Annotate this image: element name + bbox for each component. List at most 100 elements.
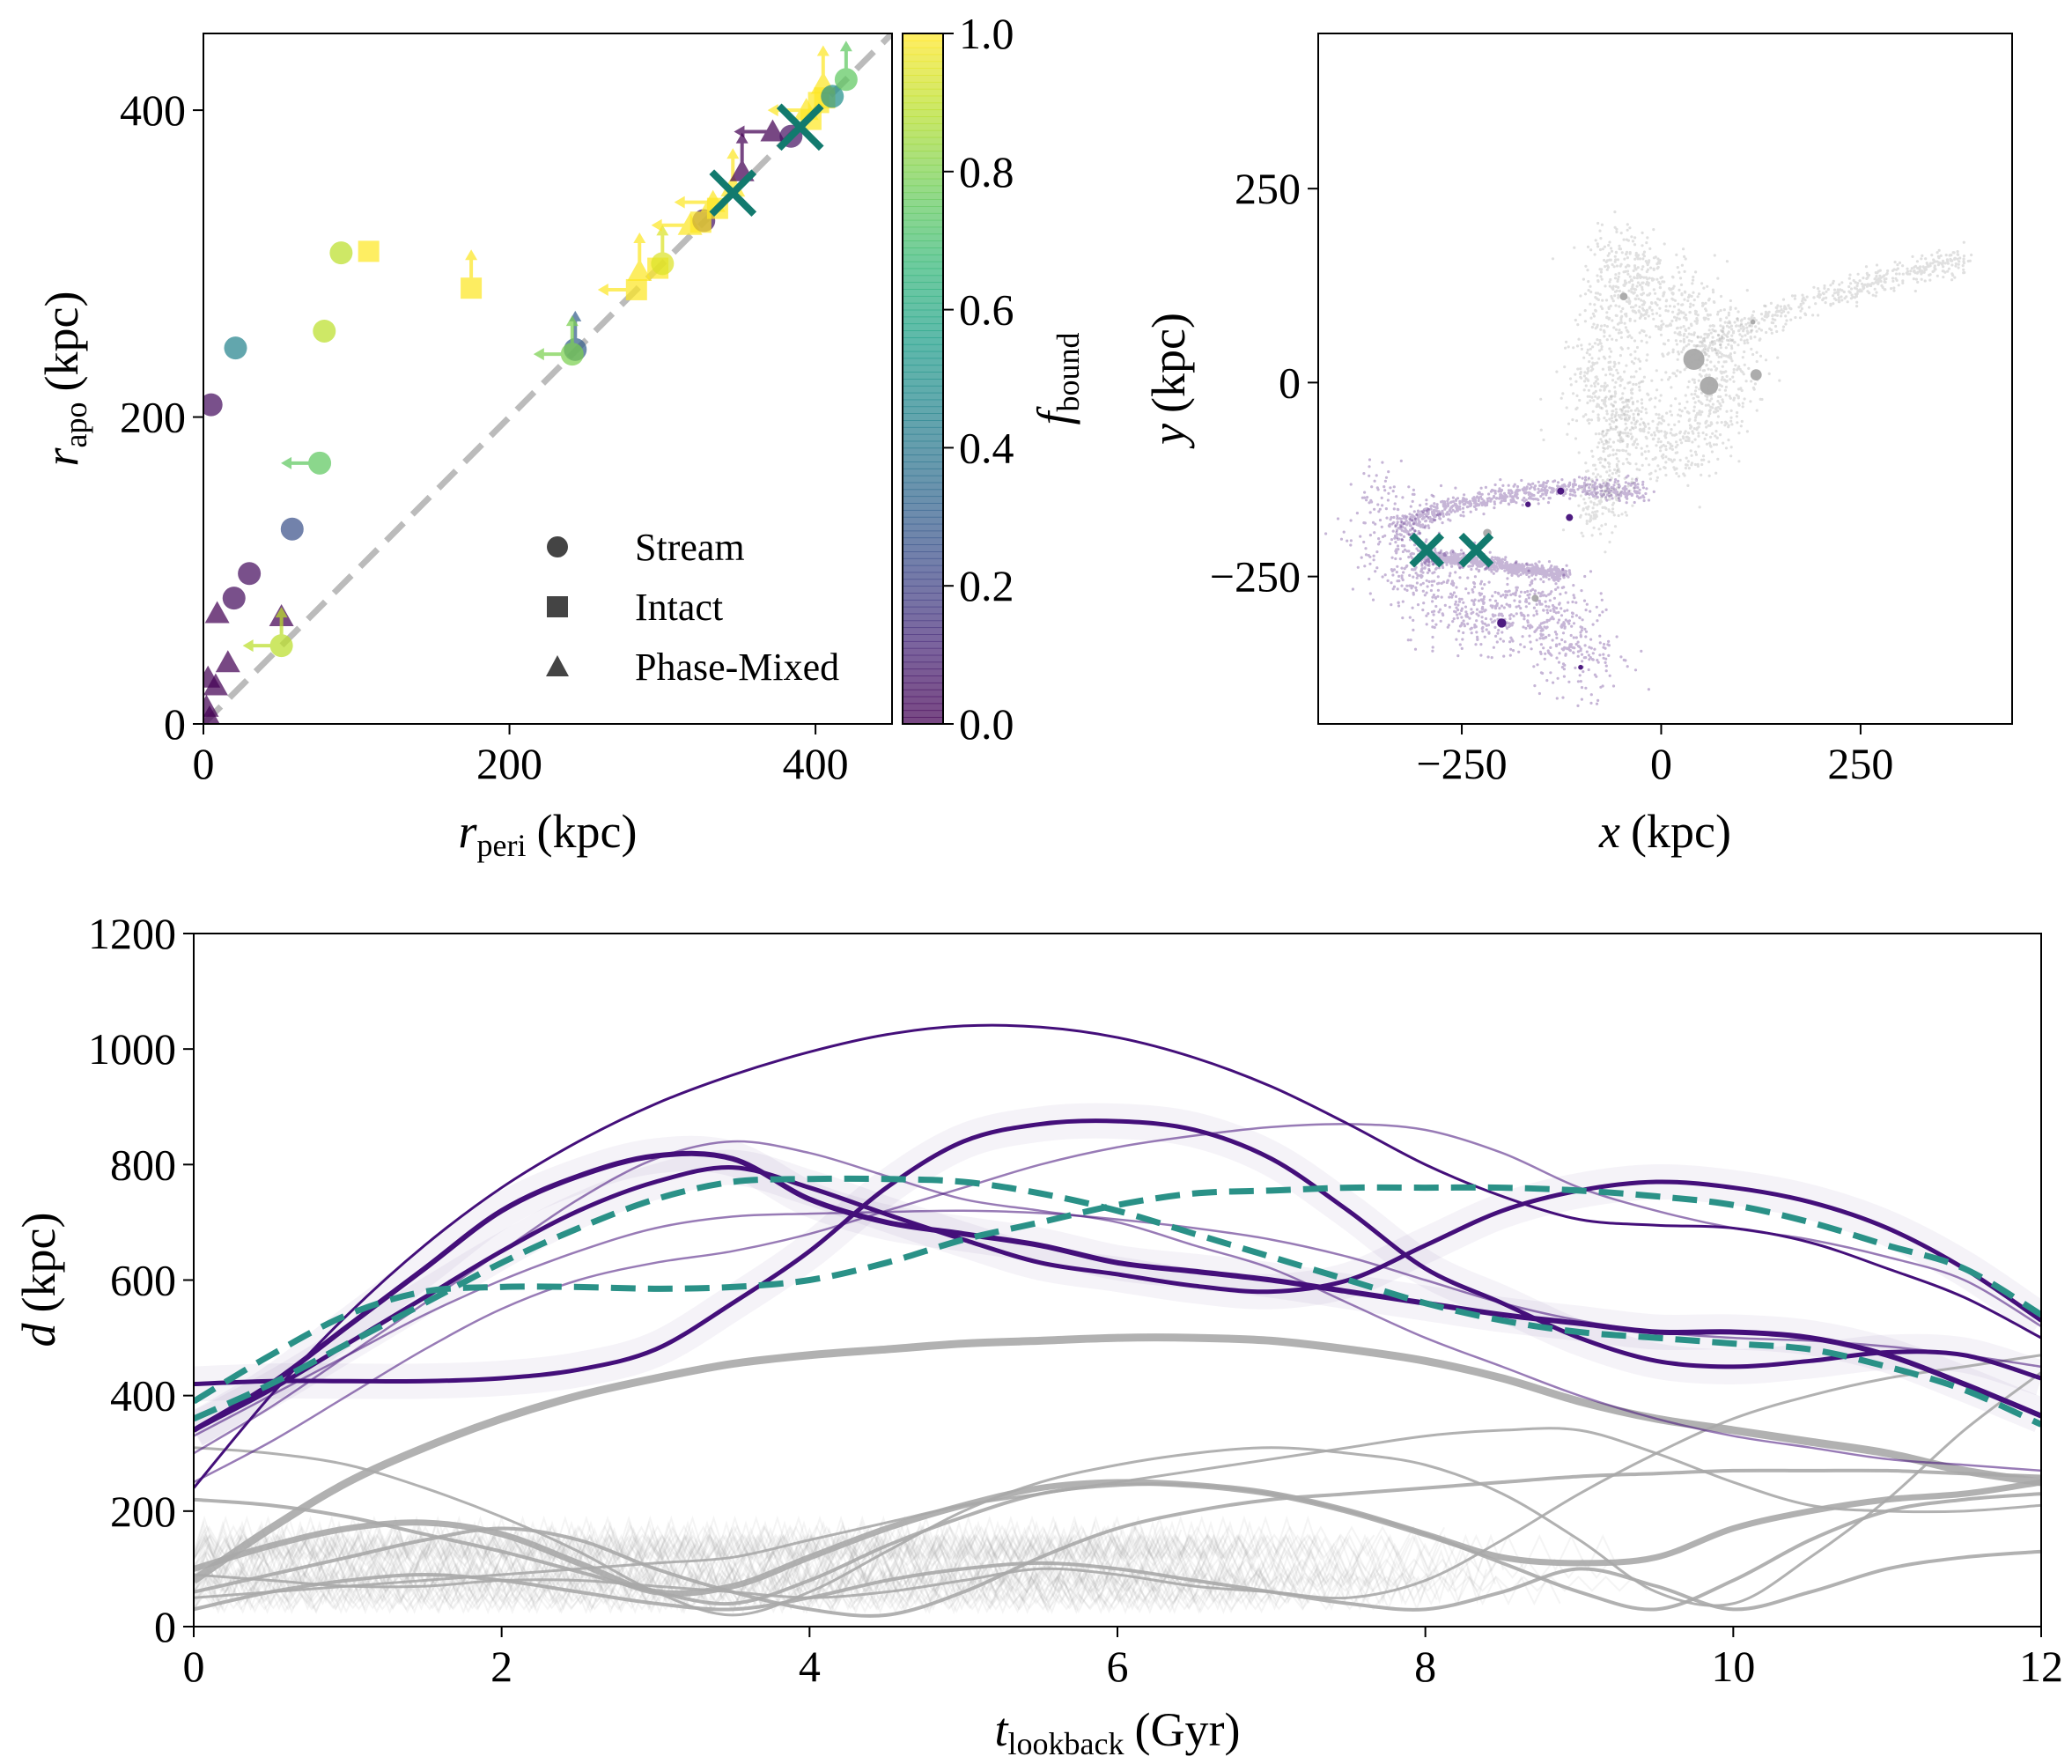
particle xyxy=(1473,498,1478,502)
particle xyxy=(1685,439,1689,442)
particle xyxy=(1628,334,1632,337)
particle xyxy=(1615,493,1619,497)
particle xyxy=(1399,517,1403,520)
particle xyxy=(1362,496,1367,499)
particle xyxy=(1682,472,1685,476)
particle xyxy=(1498,558,1501,562)
particle xyxy=(1584,609,1588,612)
particle xyxy=(1635,255,1639,259)
colorbar-segment xyxy=(903,151,943,159)
particle xyxy=(1603,329,1606,333)
particle xyxy=(1421,511,1426,514)
particle xyxy=(1501,594,1505,597)
particle xyxy=(1669,432,1672,435)
particle xyxy=(1559,571,1562,574)
particle xyxy=(1511,649,1515,653)
particle xyxy=(1707,424,1710,427)
particle xyxy=(1875,291,1878,294)
particle xyxy=(1497,592,1501,595)
particle xyxy=(1726,335,1729,338)
particle xyxy=(1602,328,1606,333)
particle xyxy=(1881,285,1884,289)
particle xyxy=(1455,638,1458,641)
bound-satellite xyxy=(1619,292,1628,301)
particle xyxy=(1442,557,1445,561)
particle xyxy=(1508,503,1511,506)
particle xyxy=(1637,297,1641,300)
particle xyxy=(1707,410,1712,413)
particle xyxy=(1703,332,1707,336)
particle xyxy=(1721,365,1724,368)
particle xyxy=(1375,486,1379,490)
colorbar-segment xyxy=(903,302,943,311)
particle xyxy=(1611,472,1614,476)
particle xyxy=(1649,397,1653,401)
particle xyxy=(1551,572,1554,576)
particle xyxy=(1534,629,1537,632)
particle xyxy=(1620,378,1624,381)
phase-mixed-marker xyxy=(627,259,653,282)
particle xyxy=(1633,423,1637,426)
particle xyxy=(1496,567,1500,571)
particle xyxy=(1526,569,1530,572)
particle xyxy=(1512,572,1515,575)
particle xyxy=(1396,507,1399,512)
particle xyxy=(1455,559,1458,563)
particle xyxy=(1936,260,1939,263)
particle xyxy=(1440,500,1443,504)
colorbar-segment xyxy=(903,289,943,297)
particle xyxy=(1680,303,1684,306)
bound-satellite xyxy=(1497,618,1507,628)
particle xyxy=(1553,566,1557,570)
particle xyxy=(1536,567,1539,571)
particle xyxy=(1657,259,1661,262)
particle xyxy=(1381,504,1384,507)
particle xyxy=(1607,639,1611,644)
particle xyxy=(1390,538,1394,542)
particle xyxy=(1561,696,1565,699)
particle xyxy=(1952,251,1956,255)
particle xyxy=(1486,655,1490,659)
particle xyxy=(1645,308,1648,312)
particle xyxy=(1491,606,1494,609)
particle xyxy=(1729,307,1732,311)
particle xyxy=(1596,382,1600,386)
particle xyxy=(1687,332,1691,336)
particle xyxy=(1502,495,1506,498)
particle xyxy=(1664,473,1668,477)
particle xyxy=(1468,500,1472,504)
particle xyxy=(1648,472,1651,476)
particle xyxy=(1708,444,1712,447)
particle xyxy=(1933,260,1936,263)
particle xyxy=(1492,615,1495,618)
particle xyxy=(1707,414,1711,417)
particle xyxy=(1412,593,1415,596)
particle xyxy=(1477,561,1480,565)
colorbar-segment xyxy=(903,261,943,269)
particle xyxy=(1913,289,1917,293)
particle xyxy=(1632,382,1635,386)
particle xyxy=(1431,619,1434,623)
particle xyxy=(1426,511,1429,515)
particle xyxy=(1486,624,1490,627)
particle xyxy=(1759,313,1764,316)
particle xyxy=(1752,387,1756,391)
particle xyxy=(1493,568,1496,572)
particle xyxy=(1650,277,1654,280)
particle xyxy=(1610,417,1613,420)
particle xyxy=(1545,575,1548,579)
particle xyxy=(1473,561,1478,565)
particle xyxy=(1688,311,1692,314)
particle xyxy=(1802,301,1805,305)
particle xyxy=(1599,493,1604,497)
particle xyxy=(1611,410,1615,413)
particle xyxy=(1610,402,1613,406)
particle xyxy=(1582,507,1585,511)
particle xyxy=(1496,560,1500,565)
faint-gray-orbit xyxy=(194,1558,1626,1579)
particle xyxy=(1764,313,1767,316)
particle xyxy=(1368,534,1372,537)
particle xyxy=(1684,328,1687,331)
particle xyxy=(1410,587,1413,590)
particle xyxy=(1621,438,1625,441)
